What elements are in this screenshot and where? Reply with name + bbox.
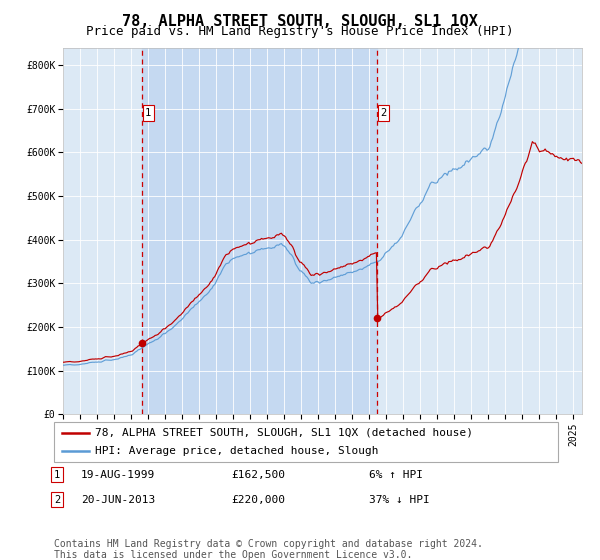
Text: 2: 2 xyxy=(380,108,387,118)
Text: Price paid vs. HM Land Registry's House Price Index (HPI): Price paid vs. HM Land Registry's House … xyxy=(86,25,514,38)
Text: 37% ↓ HPI: 37% ↓ HPI xyxy=(369,494,430,505)
Bar xyxy=(142,48,377,414)
Text: Contains HM Land Registry data © Crown copyright and database right 2024.
This d: Contains HM Land Registry data © Crown c… xyxy=(54,539,483,560)
Text: 78, ALPHA STREET SOUTH, SLOUGH, SL1 1QX: 78, ALPHA STREET SOUTH, SLOUGH, SL1 1QX xyxy=(122,14,478,29)
Text: 2: 2 xyxy=(54,494,60,505)
Text: 1: 1 xyxy=(54,470,60,480)
Text: £162,500: £162,500 xyxy=(231,470,285,480)
Text: 20-JUN-2013: 20-JUN-2013 xyxy=(81,494,155,505)
Text: 1: 1 xyxy=(145,108,151,118)
Text: 19-AUG-1999: 19-AUG-1999 xyxy=(81,470,155,480)
Text: HPI: Average price, detached house, Slough: HPI: Average price, detached house, Slou… xyxy=(95,446,379,456)
Text: 78, ALPHA STREET SOUTH, SLOUGH, SL1 1QX (detached house): 78, ALPHA STREET SOUTH, SLOUGH, SL1 1QX … xyxy=(95,428,473,437)
Text: £220,000: £220,000 xyxy=(231,494,285,505)
Text: 6% ↑ HPI: 6% ↑ HPI xyxy=(369,470,423,480)
